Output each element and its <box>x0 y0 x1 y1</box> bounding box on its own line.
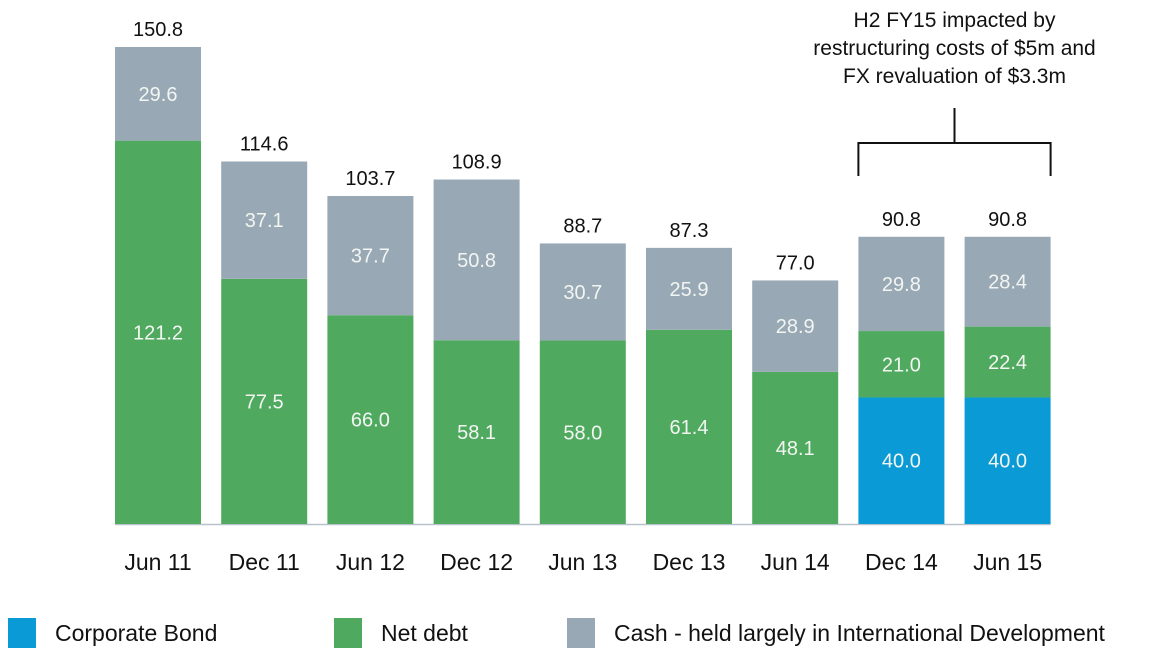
x-tick-label: Dec 11 <box>229 549 300 575</box>
data-label: 61.4 <box>670 417 709 439</box>
bar-segment <box>964 236 1051 327</box>
data-label: 28.9 <box>776 316 815 338</box>
bar-segment <box>646 247 732 330</box>
total-label: 88.7 <box>563 215 602 237</box>
legend-swatch-corporate-bond <box>8 618 36 648</box>
total-label: 150.8 <box>133 19 183 41</box>
data-label: 29.8 <box>882 274 921 296</box>
bar-segment <box>327 195 414 316</box>
data-label: 40.0 <box>988 451 1027 473</box>
data-label: 25.9 <box>670 279 709 301</box>
legend-label: Corporate Bond <box>55 619 218 646</box>
data-label: 77.5 <box>245 391 284 413</box>
bar-segment <box>752 371 839 524</box>
annotation-text: H2 FY15 impacted by <box>854 9 1056 32</box>
annotation-text: restructuring costs of $5m and <box>813 37 1095 60</box>
bar-segment <box>539 340 626 524</box>
x-tick-label: Dec 12 <box>440 549 513 575</box>
data-label: 28.4 <box>988 272 1027 294</box>
bar-segment <box>539 243 626 341</box>
data-label: 30.7 <box>563 282 602 304</box>
legend-label: Cash - held largely in International Dev… <box>614 619 1105 646</box>
stacked-bar-chart: 121.2 29.6 150.8 Jun 11 77.5 37.1 114.6 Dec 11 6… <box>115 9 1096 575</box>
data-label: 37.7 <box>351 246 390 268</box>
bar-segment <box>221 278 308 524</box>
bar-segment <box>858 397 945 524</box>
data-label: 37.1 <box>245 210 284 232</box>
legend-label: Net debt <box>381 619 468 646</box>
total-label: 90.8 <box>882 209 921 231</box>
data-label: 58.1 <box>457 422 496 444</box>
total-label: 108.9 <box>452 152 502 174</box>
bar-segment <box>752 280 839 372</box>
x-tick-label: Jun 11 <box>124 549 191 575</box>
data-label: 58.0 <box>563 422 602 444</box>
bar-segment <box>858 236 945 332</box>
data-label: 22.4 <box>988 352 1027 374</box>
total-label: 90.8 <box>988 209 1027 231</box>
legend-item-cash: Cash - held largely in International Dev… <box>567 618 1105 648</box>
x-tick-label: Jun 12 <box>336 549 405 575</box>
bar-segment <box>115 47 201 141</box>
x-tick-label: Jun 13 <box>548 549 617 575</box>
annotation-text: FX revaluation of $3.3m <box>843 65 1066 88</box>
total-label: 87.3 <box>670 220 709 242</box>
data-label: 40.0 <box>882 451 921 473</box>
x-tick-label: Jun 14 <box>761 549 830 575</box>
data-label: 29.6 <box>139 84 178 106</box>
data-label: 66.0 <box>351 410 390 432</box>
bar-segment <box>115 140 201 524</box>
bar-segment <box>221 161 308 279</box>
annotation-bracket <box>857 108 1052 176</box>
legend-swatch-net-debt <box>334 618 362 648</box>
x-tick-label: Dec 14 <box>865 549 938 575</box>
bar-segment <box>433 179 520 341</box>
bar-segment <box>646 329 732 524</box>
bar-segment <box>858 331 945 398</box>
total-label: 114.6 <box>240 134 289 156</box>
data-label: 21.0 <box>882 354 921 376</box>
data-label: 121.2 <box>133 322 183 344</box>
bar-segment <box>327 315 414 524</box>
x-tick-label: Dec 13 <box>653 549 726 575</box>
bar-segment <box>433 340 520 524</box>
bar-segment <box>964 326 1051 398</box>
legend-item-corporate-bond: Corporate Bond <box>8 618 217 648</box>
legend-swatch-cash <box>567 618 595 648</box>
data-label: 48.1 <box>776 438 815 460</box>
legend-item-net-debt: Net debt <box>334 618 468 648</box>
total-label: 77.0 <box>776 252 815 274</box>
x-tick-label: Jun 15 <box>973 549 1042 575</box>
data-label: 50.8 <box>457 250 496 272</box>
total-label: 103.7 <box>345 168 395 190</box>
bar-segment <box>964 397 1051 524</box>
